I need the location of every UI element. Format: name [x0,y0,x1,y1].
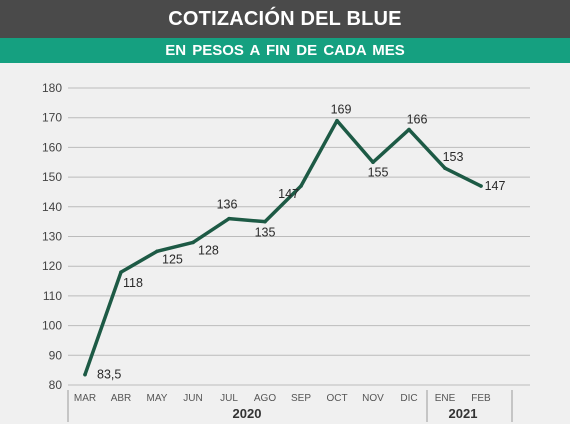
x-tick-label: AGO [254,393,276,404]
data-label: 118 [123,276,143,290]
y-tick-label: 100 [42,319,62,333]
year-label: 2020 [233,406,262,421]
year-label: 2021 [449,406,478,421]
y-tick-label: 120 [42,259,62,273]
data-point [191,240,195,245]
x-tick-label: ENE [435,393,456,404]
x-tick-label: DIC [400,393,417,404]
y-tick-label: 80 [49,378,63,392]
data-point [227,216,231,221]
data-point [407,127,411,132]
data-label: 147 [278,187,299,201]
data-point [299,184,303,188]
y-tick-label: 110 [43,289,62,303]
y-tick-label: 170 [42,111,62,125]
data-point [335,118,339,123]
x-tick-label: MAR [74,393,96,404]
data-label: 128 [198,243,219,257]
data-point [371,160,375,165]
data-point [119,270,123,274]
data-point [263,219,267,224]
data-label: 155 [368,165,389,179]
data-label: 169 [331,103,352,117]
x-tick-label: SEP [291,393,311,404]
x-tick-label: ABR [111,393,132,404]
x-tick-label: NOV [362,393,384,404]
chart-title: COTIZACIÓN DEL BLUE [0,0,570,38]
data-label: 83,5 [97,368,121,382]
y-tick-label: 150 [42,170,62,184]
y-tick-label: 160 [42,140,62,154]
x-tick-label: OCT [326,393,347,404]
chart-subtitle: EN PESOS A FIN DE CADA MES [0,38,570,63]
x-tick-label: JUN [183,393,202,404]
data-point [443,166,447,170]
data-label: 166 [407,113,428,127]
y-tick-label: 180 [42,81,62,95]
series-line [83,118,483,377]
data-point [155,249,159,254]
y-tick-label: 140 [42,200,62,214]
data-label: 135 [255,226,276,240]
y-tick-label: 130 [42,230,62,244]
data-point [479,184,483,188]
data-label: 136 [217,198,238,212]
data-point [83,372,87,377]
x-tick-label: MAY [147,393,168,404]
y-tick-label: 90 [49,348,63,362]
x-tick-label: FEB [471,393,491,404]
data-label: 153 [443,150,464,164]
data-label: 147 [485,179,506,193]
data-label: 125 [162,252,183,266]
x-tick-label: JUL [220,393,238,404]
